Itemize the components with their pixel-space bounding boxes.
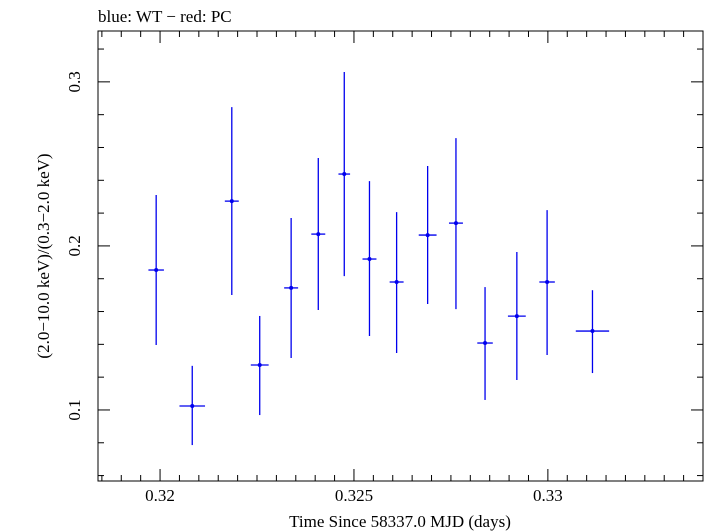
point-marker bbox=[514, 314, 519, 319]
x-axis-label: Time Since 58337.0 MJD (days) bbox=[289, 512, 511, 531]
point-marker bbox=[257, 363, 262, 368]
x-tick-label: 0.325 bbox=[335, 486, 373, 505]
point-marker bbox=[367, 257, 372, 262]
data-point bbox=[477, 287, 493, 400]
point-marker bbox=[229, 199, 234, 204]
data-point bbox=[224, 107, 239, 295]
data-point bbox=[362, 181, 377, 336]
point-marker bbox=[190, 404, 195, 409]
chart-title: blue: WT − red: PC bbox=[98, 7, 232, 26]
x-tick-label: 0.33 bbox=[533, 486, 563, 505]
data-point bbox=[539, 210, 555, 356]
data-point bbox=[284, 218, 299, 358]
data-point bbox=[311, 157, 326, 311]
point-marker bbox=[342, 172, 347, 177]
plot-frame bbox=[97, 30, 704, 482]
point-marker bbox=[545, 280, 550, 285]
data-point bbox=[418, 166, 437, 304]
point-marker bbox=[154, 268, 159, 273]
y-tick-label: 0.3 bbox=[65, 71, 84, 92]
point-marker bbox=[394, 280, 399, 285]
axes: 0.32 0.325 0.33 0.1 0.2 0.3 bbox=[65, 31, 703, 505]
point-marker bbox=[316, 232, 321, 237]
data-point bbox=[179, 365, 206, 446]
data-point bbox=[575, 290, 610, 374]
y-tick-label: 0.2 bbox=[65, 235, 84, 256]
point-marker bbox=[289, 285, 294, 290]
y-tick-label: 0.1 bbox=[65, 399, 84, 420]
data-point bbox=[448, 138, 463, 310]
data-point bbox=[338, 72, 351, 277]
data-point bbox=[507, 251, 526, 380]
data-marks bbox=[148, 72, 610, 446]
point-marker bbox=[425, 233, 430, 238]
point-marker bbox=[453, 221, 458, 226]
point-marker bbox=[483, 341, 488, 346]
x-tick-label: 0.32 bbox=[145, 486, 175, 505]
point-marker bbox=[590, 329, 595, 334]
data-point bbox=[148, 195, 164, 345]
y-axis-label: (2.0−10.0 keV)/(0.3−2.0 keV) bbox=[34, 153, 53, 358]
data-point bbox=[250, 315, 269, 416]
data-point bbox=[389, 212, 404, 354]
